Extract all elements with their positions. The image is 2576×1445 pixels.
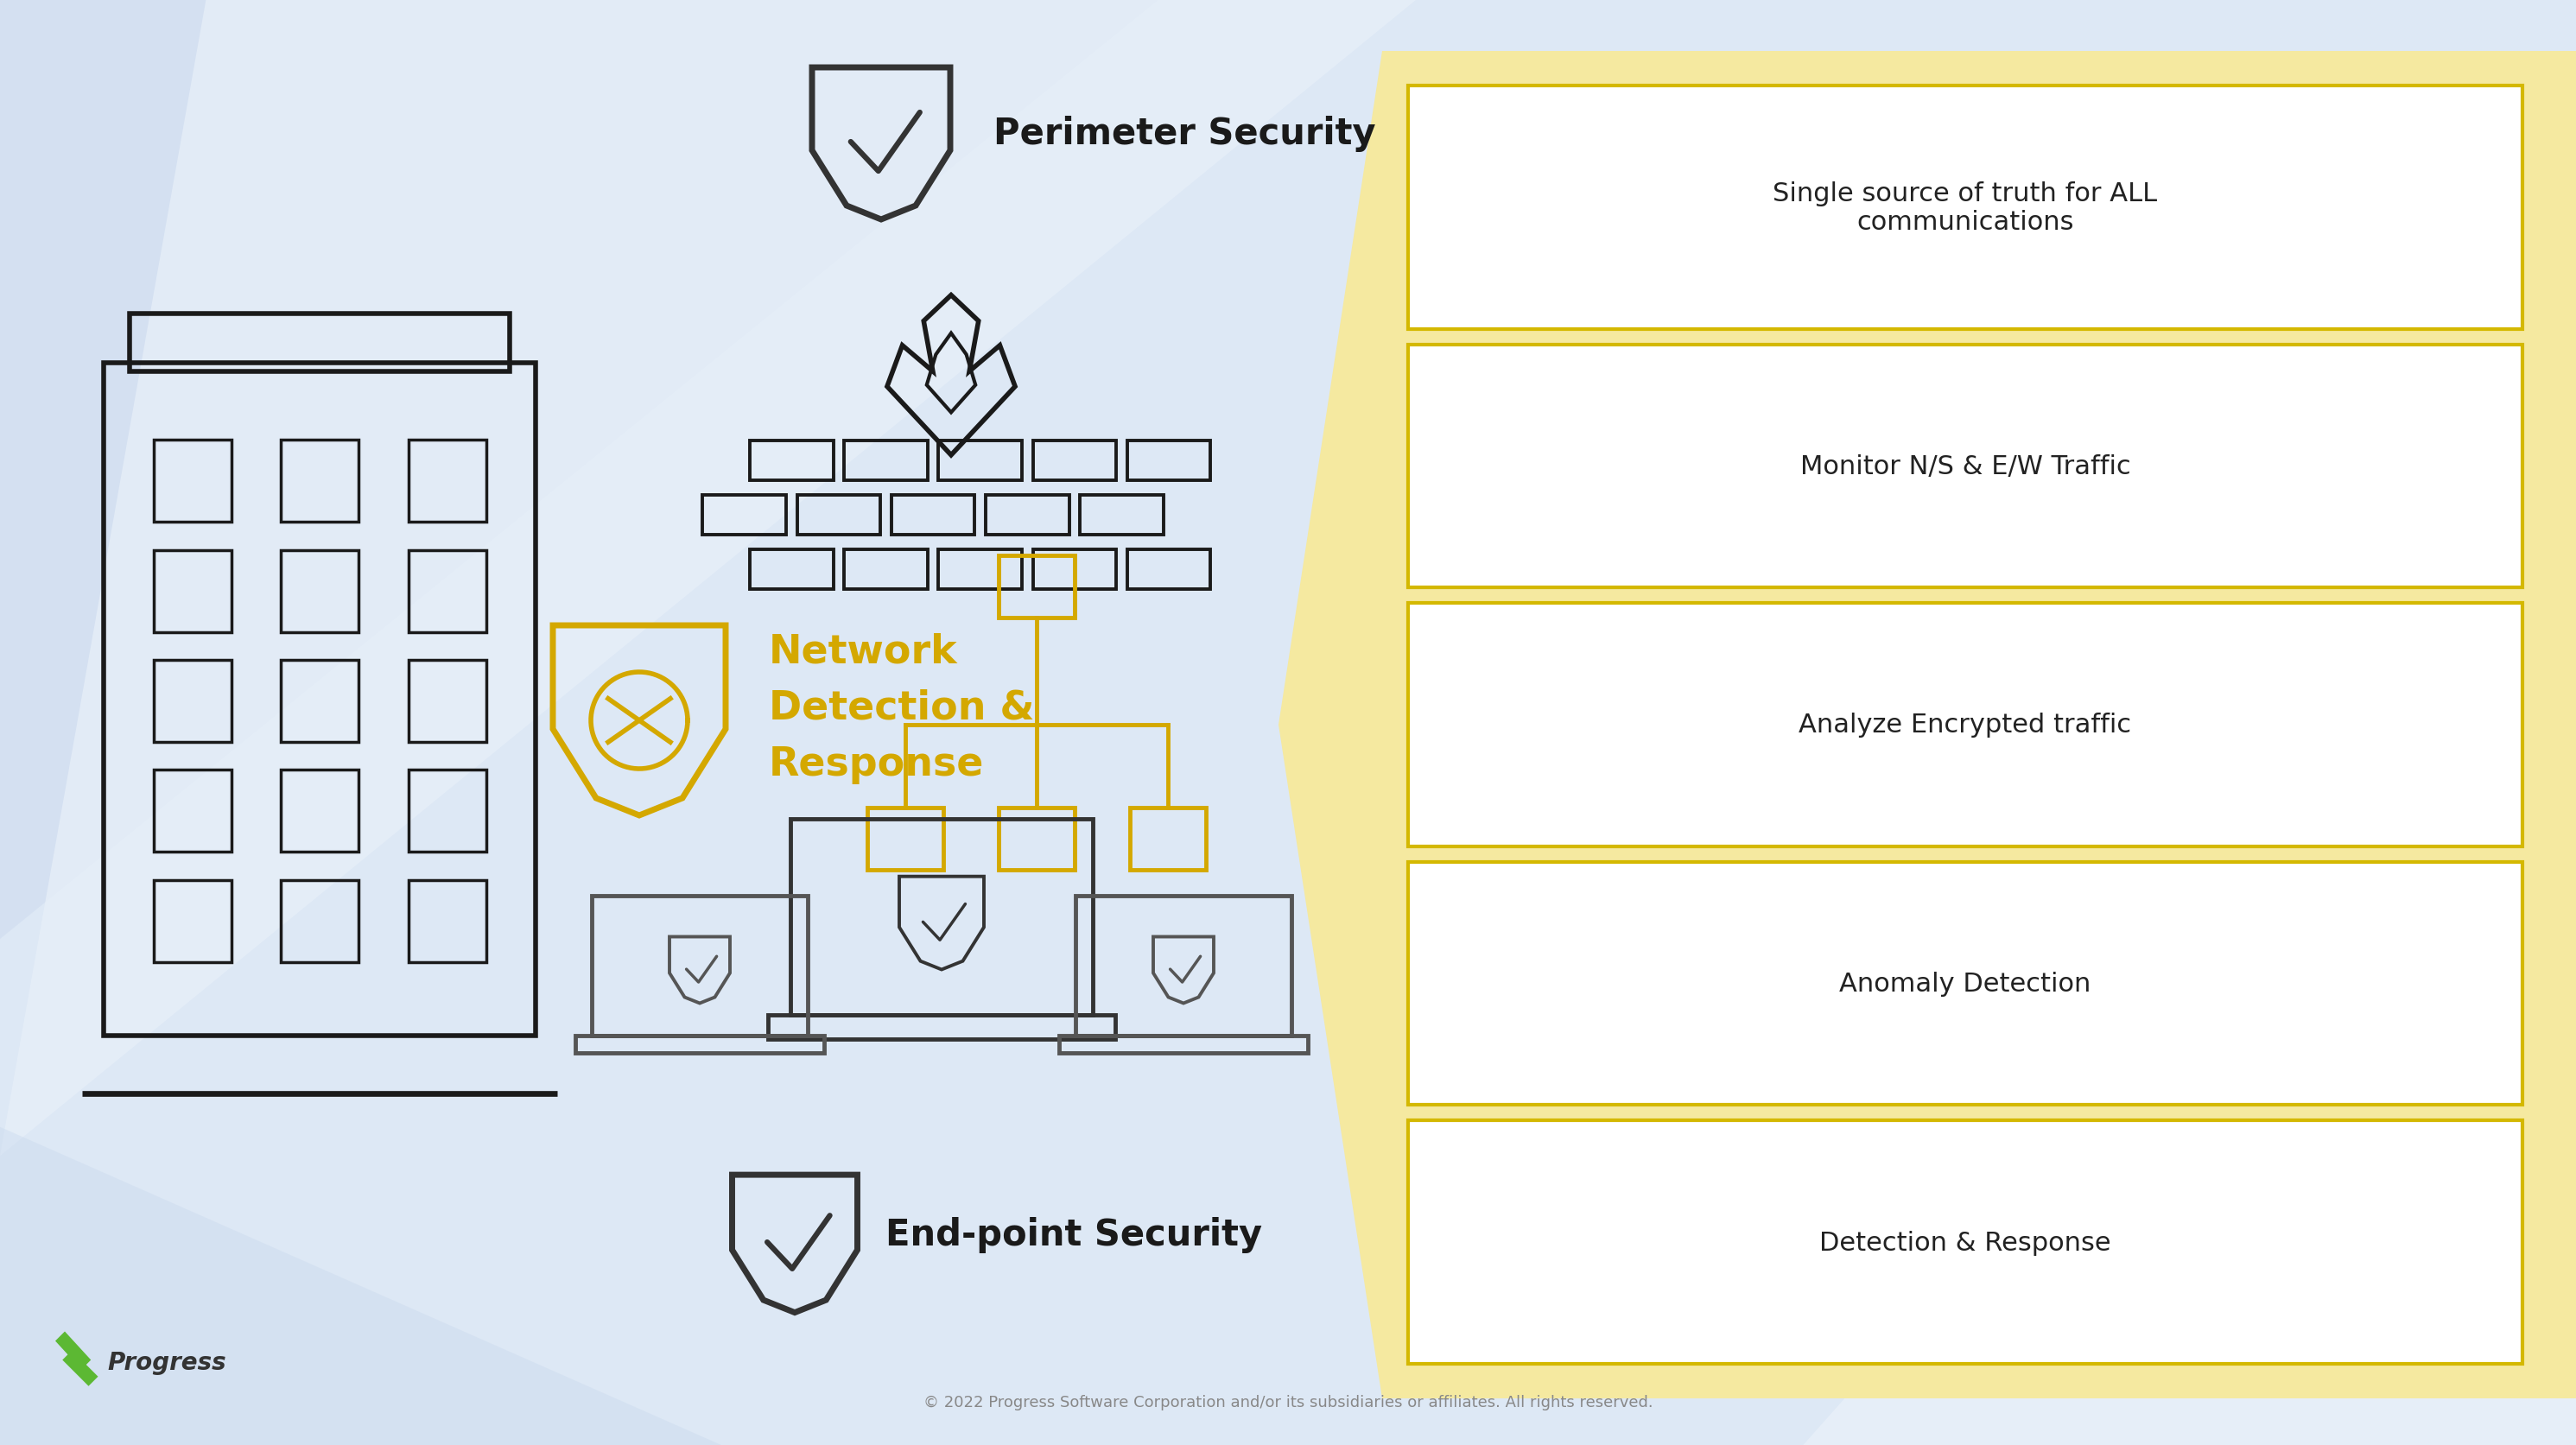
- Polygon shape: [54, 1331, 90, 1370]
- Text: Response: Response: [768, 744, 984, 783]
- Text: Single source of truth for ALL
communications: Single source of truth for ALL communica…: [1772, 181, 2159, 236]
- FancyBboxPatch shape: [1409, 863, 2522, 1105]
- Text: Monitor N/S & E/W Traffic: Monitor N/S & E/W Traffic: [1801, 454, 2130, 478]
- Text: © 2022 Progress Software Corporation and/or its subsidiaries or affiliates. All : © 2022 Progress Software Corporation and…: [922, 1394, 1654, 1410]
- FancyBboxPatch shape: [1409, 87, 2522, 329]
- Text: Detection & Response: Detection & Response: [1819, 1230, 2112, 1254]
- Text: Perimeter Security: Perimeter Security: [994, 116, 1376, 152]
- FancyBboxPatch shape: [1409, 1121, 2522, 1364]
- Polygon shape: [1417, 578, 2576, 1445]
- Polygon shape: [0, 1127, 721, 1445]
- Text: Analyze Encrypted traffic: Analyze Encrypted traffic: [1798, 712, 2130, 737]
- Text: Anomaly Detection: Anomaly Detection: [1839, 971, 2092, 996]
- Polygon shape: [1278, 52, 2576, 1399]
- Text: Network: Network: [768, 633, 958, 670]
- Text: Detection &: Detection &: [768, 688, 1036, 727]
- Polygon shape: [62, 1351, 98, 1386]
- Text: End-point Security: End-point Security: [886, 1217, 1262, 1253]
- Polygon shape: [0, 0, 1159, 939]
- Polygon shape: [0, 0, 1417, 1156]
- FancyBboxPatch shape: [1409, 345, 2522, 588]
- FancyBboxPatch shape: [1409, 604, 2522, 847]
- Text: Progress: Progress: [108, 1350, 227, 1374]
